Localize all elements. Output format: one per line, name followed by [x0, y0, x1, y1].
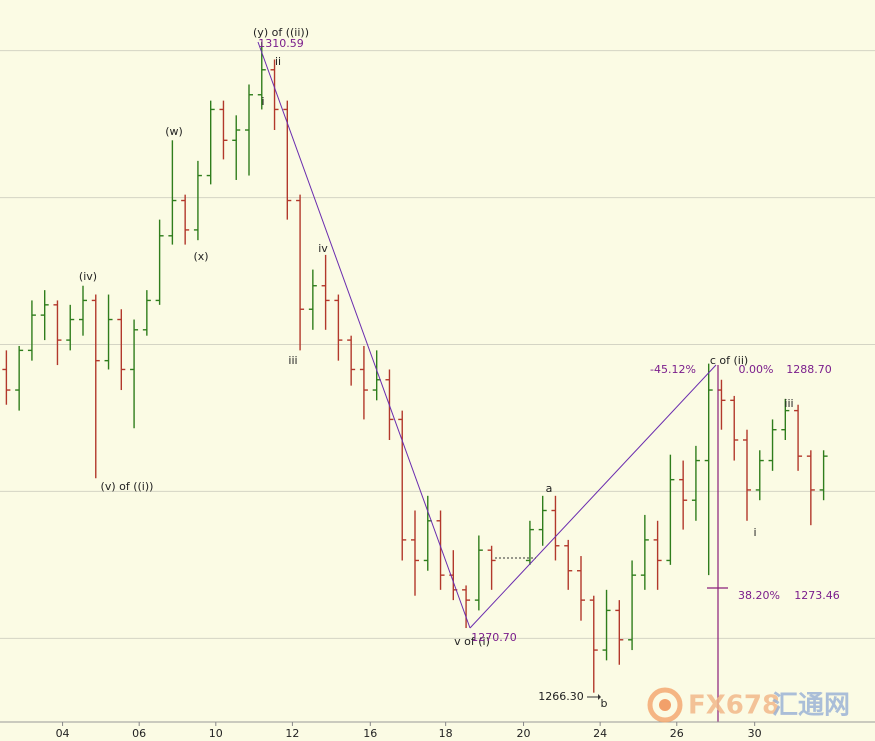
watermark: FX678 汇通网 [647, 687, 850, 723]
wave-label: i [261, 95, 264, 108]
wave-label: 38.20% [738, 589, 780, 602]
x-tick-label: 10 [209, 727, 223, 740]
wave-label: 1288.70 [786, 363, 832, 376]
x-tick-label: 24 [593, 727, 607, 740]
trend-line [257, 41, 471, 629]
wave-label: b [601, 697, 608, 710]
wave-label: (w) [165, 125, 183, 138]
trend-line [469, 364, 717, 629]
x-tick-label: 16 [363, 727, 377, 740]
wave-label: 0.00% [739, 363, 774, 376]
wave-label: (x) [193, 250, 208, 263]
wave-label: iii [288, 354, 297, 367]
wave-label: (y) of ((ii)) [253, 26, 309, 39]
wave-label: a [546, 482, 553, 495]
wave-label: 1310.59 [258, 37, 304, 50]
arrow-head [598, 694, 601, 700]
x-tick-label: 26 [670, 727, 684, 740]
wave-label: iv [318, 242, 328, 255]
watermark-logo [647, 687, 683, 723]
wave-label: (iv) [79, 270, 97, 283]
x-tick-label: 30 [748, 727, 762, 740]
wave-label: 1270.70 [471, 631, 517, 644]
wave-label: c of (ii) [710, 354, 748, 367]
x-tick-label: 04 [56, 727, 70, 740]
wave-label: 1266.30 [538, 690, 584, 703]
wave-label: v of (i) [454, 635, 490, 648]
watermark-text: FX678 [688, 691, 780, 721]
wave-label: (v) of ((i)) [101, 480, 154, 493]
wave-label: i [753, 526, 756, 539]
wave-label: ii [275, 55, 281, 68]
watermark-text: 汇通网 [772, 691, 850, 721]
watermark-logo [659, 699, 671, 711]
x-tick-label: 06 [132, 727, 146, 740]
x-tick-label: 12 [285, 727, 299, 740]
wave-label: -45.12% [650, 363, 696, 376]
x-tick-label: 18 [439, 727, 453, 740]
wave-label: 1273.46 [794, 589, 840, 602]
x-tick-label: 20 [517, 727, 531, 740]
wave-label: iii [784, 397, 793, 410]
